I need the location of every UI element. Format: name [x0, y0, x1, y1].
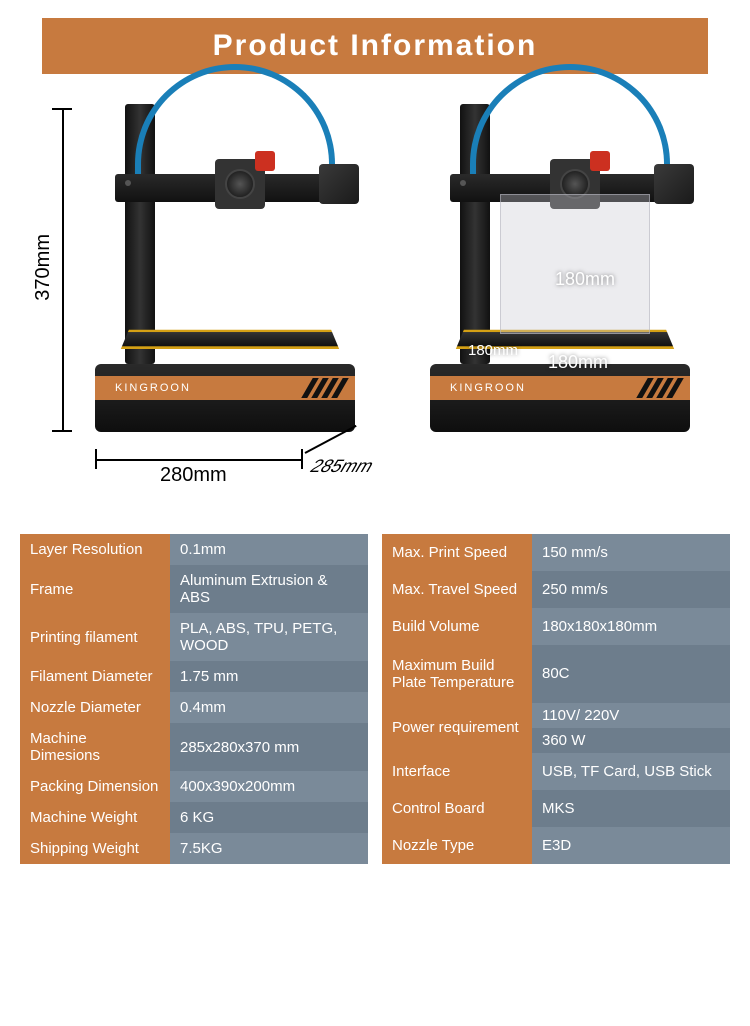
spec-label: Max. Travel Speed [382, 571, 532, 608]
dim-cap [301, 449, 303, 469]
spec-label: Layer Resolution [20, 534, 170, 565]
printer-build-volume: KINGROON [430, 104, 690, 432]
spec-value: 150 mm/s [532, 534, 730, 571]
spec-table-left: Layer Resolution0.1mm FrameAluminum Extr… [20, 534, 368, 864]
spec-value: Aluminum Extrusion & ABS [170, 565, 368, 613]
brand-label: KINGROON [450, 382, 526, 394]
dim-cap [52, 430, 72, 432]
spec-value: 360 W [532, 728, 730, 753]
spec-value: PLA, ABS, TPU, PETG, WOOD [170, 613, 368, 661]
spec-label: Interface [382, 753, 532, 790]
spec-value: 0.1mm [170, 534, 368, 565]
build-volume-cube [500, 194, 650, 334]
dim-height-line [62, 108, 64, 432]
spec-value: 400x390x200mm [170, 771, 368, 802]
printer-base: KINGROON [430, 364, 690, 432]
dim-cap [52, 108, 72, 110]
spec-label: Packing Dimension [20, 771, 170, 802]
spec-label: Nozzle Diameter [20, 692, 170, 723]
spec-value: USB, TF Card, USB Stick [532, 753, 730, 790]
spec-value: E3D [532, 827, 730, 864]
printer-outer-dims: KINGROON [95, 104, 355, 432]
spec-value: 7.5KG [170, 833, 368, 864]
dim-width-label: 280mm [160, 464, 227, 487]
chevron-icon [307, 378, 343, 398]
spec-value: 180x180x180mm [532, 608, 730, 645]
spec-label: Max. Print Speed [382, 534, 532, 571]
spec-value: 1.75 mm [170, 661, 368, 692]
spec-label: Power requirement [382, 703, 532, 753]
product-info-banner: Product Information [42, 18, 708, 74]
print-bed [121, 330, 339, 349]
brand-stripe: KINGROON [95, 376, 355, 400]
build-z-label: 180mm [555, 269, 615, 290]
build-x-label: 180mm [548, 352, 608, 373]
spec-label: Filament Diameter [20, 661, 170, 692]
spec-value: 110V/ 220V [532, 703, 730, 728]
spec-label: Printing filament [20, 613, 170, 661]
spec-value: 6 KG [170, 802, 368, 833]
spec-label: Maximum Build Plate Temperature [382, 645, 532, 702]
dim-width-line [95, 459, 303, 461]
dimension-diagram: KINGROON 370mm 280mm 285mm KINGROON [0, 94, 750, 504]
stepper-motor [654, 164, 694, 204]
dim-height-label: 370mm [32, 234, 55, 301]
spec-label: Nozzle Type [382, 827, 532, 864]
spec-value: 80C [532, 645, 730, 702]
spec-label: Machine Dimesions [20, 723, 170, 771]
print-head [215, 159, 265, 209]
build-y-label: 180mm [468, 342, 518, 359]
printer-base: KINGROON [95, 364, 355, 432]
dim-cap [95, 449, 97, 469]
spec-label: Shipping Weight [20, 833, 170, 864]
spec-tables: Layer Resolution0.1mm FrameAluminum Extr… [0, 504, 750, 864]
stepper-motor [319, 164, 359, 204]
spec-value: 0.4mm [170, 692, 368, 723]
spec-value: 285x280x370 mm [170, 723, 368, 771]
brand-label: KINGROON [115, 382, 191, 394]
spec-label: Machine Weight [20, 802, 170, 833]
dim-depth-label: 285mm [306, 456, 378, 477]
spec-label: Control Board [382, 790, 532, 827]
spec-label: Frame [20, 565, 170, 613]
spec-label: Build Volume [382, 608, 532, 645]
spec-value: 250 mm/s [532, 571, 730, 608]
spec-value: MKS [532, 790, 730, 827]
chevron-icon [642, 378, 678, 398]
brand-stripe: KINGROON [430, 376, 690, 400]
spec-table-right: Max. Print Speed150 mm/s Max. Travel Spe… [382, 534, 730, 864]
